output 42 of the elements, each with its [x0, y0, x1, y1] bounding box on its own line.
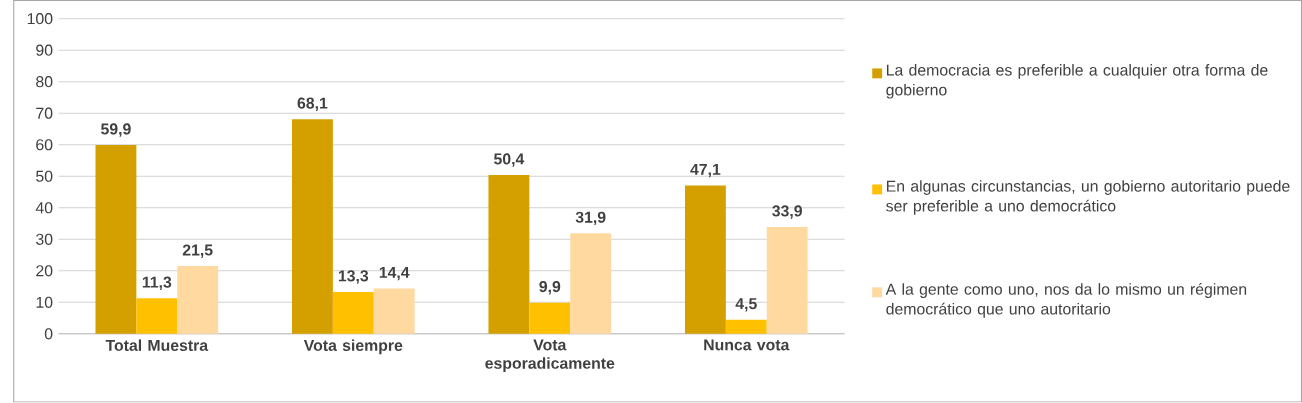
bar — [725, 319, 767, 335]
x-tick-label: Vota siempre — [303, 339, 403, 355]
data-label: 13,3 — [338, 270, 369, 284]
y-tick-label: 20 — [36, 265, 53, 277]
data-label: 31,9 — [575, 211, 606, 226]
data-label: 68,1 — [297, 97, 328, 112]
y-tick-label: 70 — [36, 107, 53, 119]
data-label: 50,4 — [494, 153, 525, 167]
y-tick-label: 0 — [44, 328, 53, 340]
bar — [373, 288, 415, 335]
x-tick-label: Nunca vota — [704, 339, 790, 351]
data-label: 9,9 — [539, 281, 561, 295]
data-label: 4,5 — [735, 298, 757, 312]
bar — [136, 298, 178, 335]
bar — [529, 302, 571, 335]
bar — [332, 292, 374, 335]
bar — [684, 185, 726, 335]
bar — [95, 145, 137, 335]
y-tick-label: 60 — [36, 139, 53, 151]
data-label: 33,9 — [772, 205, 802, 219]
legend-label: La democracia es preferible a cualquier otra forma de gobierno — [886, 64, 1268, 99]
bar — [177, 266, 219, 335]
x-tick-label: Vota esporadicamente — [485, 339, 615, 373]
y-tick-label: 100 — [27, 13, 53, 25]
y-tick-label: 30 — [36, 233, 53, 246]
y-tick-label: 40 — [35, 202, 53, 214]
legend-label: En algunas circunstancias, un gobierno autoritario puede ser preferible a uno democrático — [886, 180, 1290, 215]
y-tick-label: 90 — [36, 44, 53, 56]
bar — [291, 119, 333, 335]
y-tick-label: 10 — [36, 296, 53, 309]
data-label: 47,1 — [690, 164, 721, 178]
bar — [766, 227, 808, 335]
data-label: 14,4 — [379, 267, 410, 281]
data-label: 21,5 — [182, 244, 213, 259]
bar — [570, 233, 612, 335]
data-label: 11,3 — [142, 276, 172, 291]
y-tick-label: 80 — [36, 76, 53, 88]
bar — [488, 175, 530, 335]
legend-label: A la gente como uno, nos da lo mismo un régimen democrático que uno autoritario — [885, 283, 1247, 318]
y-tick-label: 50 — [36, 170, 53, 183]
x-tick-label: Total Muestra — [105, 339, 209, 352]
data-label: 59,9 — [101, 123, 131, 138]
